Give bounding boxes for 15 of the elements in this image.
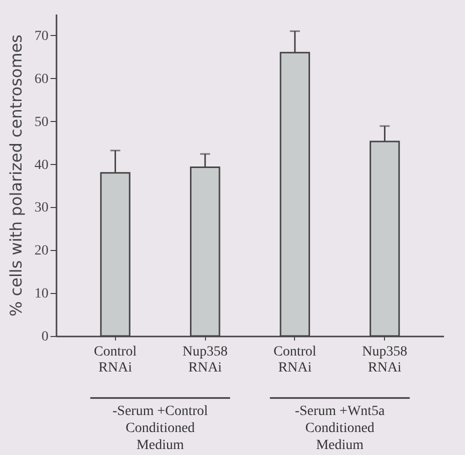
- y-tick-label: 70: [34, 28, 48, 44]
- y-tick-label: 10: [34, 286, 48, 302]
- x-tick-label: Nup358 RNAi: [182, 344, 228, 376]
- x-tick-label: Control RNAi: [94, 344, 137, 376]
- y-tick-label: 60: [34, 72, 48, 87]
- text: -Serum +Wnt5a Conditioned Medium: [294, 404, 386, 453]
- y-tick-label: 30: [34, 200, 48, 216]
- text: -Serum +Control Conditioned Medium: [112, 404, 208, 453]
- y-axis-title: % cells with polarized centrosomes: [6, 34, 26, 316]
- x-tick-label: Control RNAi: [274, 344, 316, 376]
- y-tick-label: 0: [42, 330, 48, 344]
- y-tick-label: 40: [34, 158, 48, 173]
- y-tick-label: 20: [34, 244, 48, 259]
- x-tick-label: Nup358 RNAi: [362, 344, 408, 376]
- y-tick-label: 50: [34, 114, 48, 130]
